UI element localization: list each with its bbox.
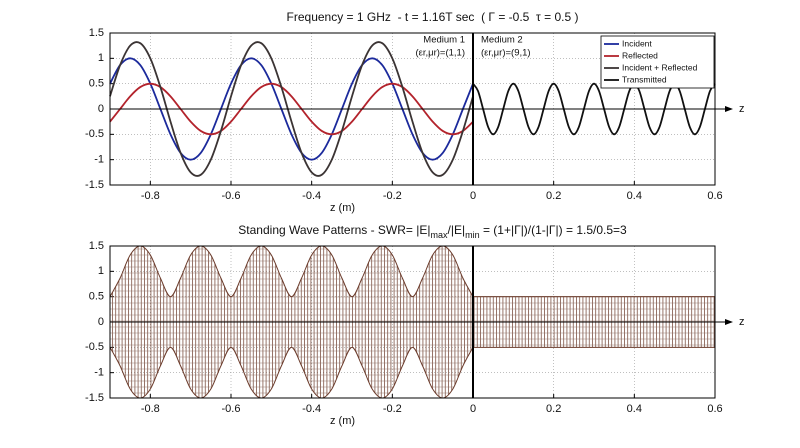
x-tick-label: 0.2 [546,190,561,202]
y-tick-label: 0 [98,316,104,328]
x-tick-label: 0.4 [627,190,642,202]
x-tick-label: 0 [470,190,476,202]
legend-label: Incident [622,38,652,48]
axes-frame [109,32,716,186]
envelope-area [472,296,716,323]
axes-frame [109,245,716,399]
y-tick-label: -1.5 [85,179,104,191]
y-tick-label: -1 [94,367,104,379]
y-tick-label: 1 [98,265,104,277]
legend-label: Incident + Reflected [622,62,698,72]
z-arrow [725,319,733,325]
x-tick-label: -0.2 [383,403,402,415]
series-line [109,82,474,136]
x-tick-label: -0.8 [141,190,160,202]
title-part: /|E| [448,223,466,237]
title-part: max [431,230,449,240]
annotation: Medium 1 [423,35,465,46]
y-tick-label: 0.5 [89,291,104,303]
y-tick-label: 1 [98,52,104,64]
panel: -1.5 -1 -0.5 0 0.5 1 1.5 -0.8 -0.6 -0.4 -0.2 0 0.2 0.… [85,10,744,214]
annotation: (εr,μr)=(9,1) [481,48,531,59]
title-part: Standing Wave Patterns - SWR= |E| [238,223,430,237]
y-tick-label: 0.5 [89,78,104,90]
y-tick-label: 1.5 [89,27,104,39]
annotation: Medium 2 [481,35,523,46]
x-tick-label: 0.6 [707,190,722,202]
envelope-area [109,321,474,399]
x-tick-label: 0.6 [707,403,722,415]
series-line [109,41,474,177]
legend-box [600,35,715,89]
chart-title: Standing Wave Patterns - SWR= |E|max/|E|… [238,223,627,240]
title-part: min [465,230,480,240]
y-tick-label: -0.5 [85,341,104,353]
panel: -1.5 -1 -0.5 0 0.5 1 1.5 -0.8 -0.6 -0.4 -0.2 0 0.2 0.… [85,223,744,427]
y-tick-label: 0 [98,103,104,115]
z-axis-label: z [739,103,745,115]
x-tick-label: 0.4 [627,403,642,415]
z-arrow [725,106,733,112]
x-tick-label: -0.6 [222,190,241,202]
x-tick-label: 0.2 [546,403,561,415]
annotation: (εr,μr)=(1,1) [415,48,465,59]
legend-label: Transmitted [622,74,667,84]
z-axis-label: z [739,316,745,328]
x-tick-label: -0.8 [141,403,160,415]
y-tick-label: 1.5 [89,240,104,252]
x-tick-label: 0 [470,403,476,415]
envelope-area [109,245,474,323]
chart-title: Frequency = 1 GHz - t = 1.16T sec ( Γ = … [287,10,579,24]
x-tick-label: -0.4 [302,403,321,415]
x-tick-label: -0.6 [222,403,241,415]
y-tick-label: -0.5 [85,128,104,140]
x-axis-label: z (m) [330,415,355,427]
legend-label: Reflected [622,50,658,60]
title-part: = (1+|Γ|)/(1-|Γ|) = 1.5/0.5=3 [480,223,627,237]
x-tick-label: -0.2 [383,190,402,202]
x-tick-label: -0.4 [302,190,321,202]
plot-area [109,245,716,399]
y-tick-label: -1 [94,154,104,166]
series-line [109,57,474,161]
envelope-area [472,321,716,348]
y-tick-label: -1.5 [85,392,104,404]
x-axis-label: z (m) [330,202,355,214]
